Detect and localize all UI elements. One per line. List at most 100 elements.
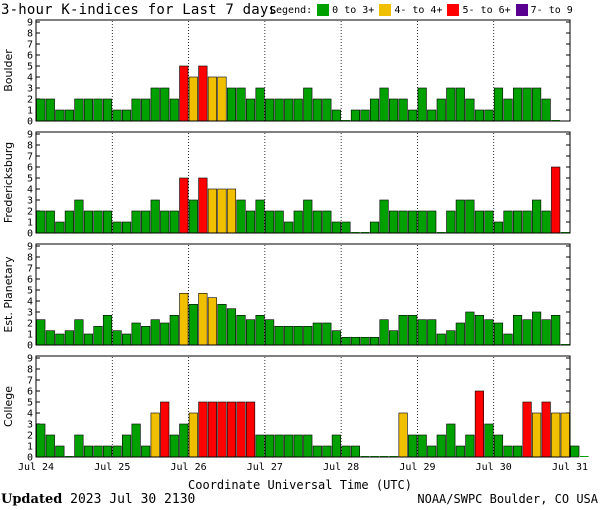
k-bar: [83, 333, 94, 346]
k-bar: [122, 109, 132, 122]
y-tick-label: 1: [27, 330, 33, 341]
k-index-charts: 0123456789Boulder0123456789Fredericksbur…: [2, 18, 589, 473]
k-bar: [455, 87, 465, 122]
k-bar: [284, 434, 294, 458]
k-bar: [541, 98, 551, 122]
k-bar: [188, 412, 198, 458]
x-tick-label: Jul 27: [247, 462, 283, 473]
k-bar: [551, 166, 561, 234]
k-bar: [245, 98, 256, 122]
k-bar: [284, 98, 294, 122]
k-bar: [427, 109, 437, 122]
k-bar: [226, 308, 237, 346]
k-bar: [198, 177, 208, 234]
k-bar: [408, 314, 418, 346]
k-bar: [207, 76, 217, 122]
k-bar: [551, 412, 561, 458]
legend-label-4-to-4: 4- to 4+: [394, 4, 443, 16]
k-bar: [341, 221, 351, 234]
k-bar: [102, 210, 113, 234]
k-bar: [160, 87, 170, 122]
k-bar: [160, 322, 170, 346]
k-bar: [141, 445, 151, 458]
k-bar: [236, 401, 246, 458]
k-bar: [312, 98, 322, 122]
k-bar: [93, 445, 103, 458]
k-bar: [102, 445, 113, 458]
k-bar: [541, 319, 551, 346]
k-bar: [512, 87, 523, 122]
k-bar: [484, 423, 494, 458]
y-tick-label: 0: [27, 117, 33, 128]
y-tick-label: 6: [27, 51, 33, 62]
k-bar: [150, 412, 160, 458]
legend: Legend: 0 to 3+ 4- to 4+ 5- to 6+ 7- to …: [270, 4, 573, 16]
k-bar: [580, 456, 589, 457]
k-bar: [493, 434, 504, 458]
k-bar: [350, 109, 361, 122]
legend-label-0-to-3: 0 to 3+: [332, 4, 375, 16]
k-bar: [284, 221, 294, 234]
y-tick-label: 0: [27, 341, 33, 352]
k-bar: [398, 314, 408, 346]
k-bar: [150, 319, 160, 346]
k-bar: [493, 322, 504, 346]
y-tick-label: 8: [27, 365, 33, 376]
k-bar: [360, 109, 370, 122]
y-tick-label: 3: [27, 196, 33, 207]
k-bar: [427, 210, 437, 234]
y-tick-label: 6: [27, 387, 33, 398]
k-bar: [408, 210, 418, 234]
k-bar: [379, 87, 389, 122]
k-bar: [484, 109, 494, 122]
k-bar: [122, 434, 132, 458]
k-bar: [379, 319, 389, 346]
k-bar: [303, 199, 313, 234]
k-bar: [55, 333, 65, 346]
k-bar: [64, 330, 74, 346]
y-tick-label: 6: [27, 163, 33, 174]
k-bar: [293, 98, 303, 122]
k-bar: [83, 98, 94, 122]
k-bar: [64, 210, 74, 234]
legend-item-7-to-9: 7- to 9: [515, 4, 573, 16]
k-bar: [532, 199, 542, 234]
k-bar: [503, 445, 513, 458]
k-bar: [474, 390, 484, 458]
k-bar: [141, 325, 151, 346]
k-bar: [274, 325, 284, 346]
y-tick-label: 5: [27, 286, 33, 297]
y-tick-label: 8: [27, 141, 33, 152]
y-tick-label: 5: [27, 398, 33, 409]
k-bar: [484, 210, 494, 234]
k-bar: [217, 76, 227, 122]
k-bar: [379, 199, 389, 234]
y-tick-label: 4: [27, 409, 33, 420]
k-bar: [436, 98, 446, 122]
x-tick-label: Jul 28: [323, 462, 359, 473]
k-bar: [341, 336, 351, 346]
k-bar: [93, 210, 103, 234]
k-bar: [245, 210, 256, 234]
k-bar: [236, 314, 246, 346]
y-tick-label: 2: [27, 319, 33, 330]
k-bar: [532, 87, 542, 122]
k-bar: [141, 210, 151, 234]
k-bar: [417, 434, 427, 458]
plot-frame: [35, 19, 571, 122]
y-tick-label: 8: [27, 29, 33, 40]
k-bar: [217, 188, 227, 234]
k-bar: [74, 319, 84, 346]
y-tick-label: 7: [27, 152, 33, 163]
k-bar: [198, 292, 208, 346]
k-bar: [465, 311, 475, 346]
k-bar: [131, 210, 141, 234]
k-bar: [541, 210, 551, 234]
y-tick-label: 9: [27, 18, 33, 29]
k-bar: [312, 322, 322, 346]
credit-text: NOAA/SWPC Boulder, CO USA: [417, 492, 598, 506]
k-bar: [493, 87, 504, 122]
x-tick-label: Jul 31: [552, 462, 588, 473]
k-bar: [55, 445, 65, 458]
